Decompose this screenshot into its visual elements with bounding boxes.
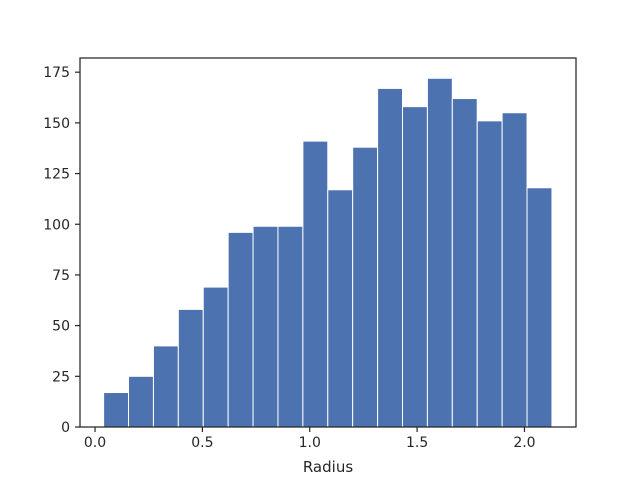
x-tick-label: 1.5 [406,435,428,451]
histogram-bar [152,345,179,428]
x-axis-label: Radius [303,458,353,476]
x-tick-label: 0.5 [191,435,213,451]
histogram-bar [103,392,130,428]
plot-frame [79,57,577,428]
histogram-bar [526,187,553,428]
histogram-bar [501,112,528,428]
x-tick-label: 0.0 [84,435,106,451]
histogram-bar [252,225,279,428]
y-tick-label: 100 [43,217,70,233]
x-tick-label: 2.0 [513,435,535,451]
histogram-bar [177,308,204,428]
histogram-bar [128,375,154,428]
histogram-bar [451,98,478,428]
y-tick-label: 150 [43,116,70,132]
histogram-bar [227,231,254,428]
histogram-bar [402,106,428,428]
histogram-bar [426,77,453,428]
histogram-bar [352,146,379,428]
y-tick-label: 50 [52,319,70,335]
histogram-bar [302,140,329,428]
histogram-bar [476,120,503,428]
y-tick-label: 75 [52,268,70,284]
y-tick-label: 175 [43,65,70,81]
histogram-bar [202,286,229,428]
histogram-bar [277,225,304,428]
ticks-layer: 0.0 0.5 1.0 1.5 2.0 0 25 50 75 100 125 150 175 [43,65,535,451]
x-tick-label: 1.0 [299,435,321,451]
y-tick-label: 125 [43,167,70,183]
bars-layer [103,77,553,428]
y-tick-label: 0 [61,420,70,436]
y-tick-label: 25 [52,369,70,385]
histogram-bar [327,189,354,428]
histogram-bar [377,87,404,428]
